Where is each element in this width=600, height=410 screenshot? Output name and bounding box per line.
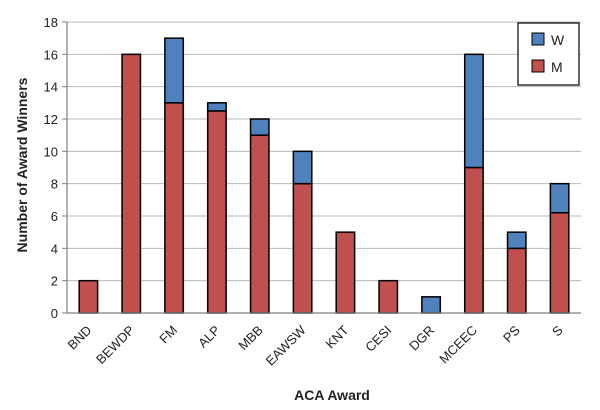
- legend-box: [517, 22, 580, 86]
- y-tick-label: 10: [44, 144, 58, 159]
- bar-m-cesi: [378, 279, 399, 314]
- y-tick-label: 18: [44, 15, 58, 30]
- legend-swatch-m: [531, 59, 545, 73]
- bar-m-eawsw: [292, 182, 313, 314]
- bar-m-ps: [506, 247, 527, 314]
- x-tick-label-eawsw: EAWSW: [263, 322, 310, 369]
- y-tick-labels: 0 2 4 6 8 10 12 14 16 18: [44, 15, 67, 321]
- x-tick-label-fm: FM: [156, 323, 180, 347]
- y-tick-label: 14: [44, 80, 58, 95]
- x-tick-label-mbb: MBB: [235, 323, 266, 354]
- legend-label-m: M: [551, 59, 563, 75]
- y-tick-label: 16: [44, 47, 58, 62]
- bar-m-bnd: [78, 279, 99, 314]
- y-tick-label: 4: [51, 241, 58, 256]
- x-tick-label-ps: PS: [500, 322, 523, 345]
- bar-m-mceec: [463, 166, 484, 314]
- legend: W M: [517, 22, 580, 86]
- legend-label-w: W: [551, 32, 565, 48]
- y-tick-label: 8: [51, 177, 58, 192]
- y-tick-label: 12: [44, 112, 58, 127]
- x-tick-label-alp: ALP: [195, 323, 223, 351]
- y-axis-title: Number of Award Winners: [14, 77, 30, 252]
- bar-m-knt: [335, 231, 356, 314]
- bar-w-eawsw: [292, 150, 313, 185]
- x-axis-title: ACA Award: [294, 387, 370, 403]
- x-tick-label-s: S: [549, 322, 566, 339]
- bar-m-bewdp: [121, 53, 142, 314]
- bar-m-mbb: [249, 134, 270, 314]
- x-tick-label-dgr: DGR: [406, 323, 437, 354]
- bar-w-dgr: [421, 296, 442, 314]
- axes: [66, 22, 581, 314]
- bar-m-alp: [206, 110, 227, 314]
- y-tick-label: 2: [51, 274, 58, 289]
- bar-w-fm: [164, 37, 185, 104]
- y-tick-label: 0: [51, 306, 58, 321]
- bar-m-fm: [164, 102, 185, 314]
- x-tick-label-mceec: MCEEC: [436, 323, 480, 367]
- bars: [78, 37, 570, 314]
- bar-m-s: [549, 212, 570, 314]
- x-tick-label-cesi: CESI: [362, 323, 394, 355]
- y-tick-label: 6: [51, 209, 58, 224]
- bar-w-s: [549, 182, 570, 214]
- bar-w-mceec: [463, 53, 484, 169]
- bar-w-mbb: [249, 118, 270, 136]
- bar-w-ps: [506, 231, 527, 250]
- gridlines: [67, 21, 581, 314]
- x-tick-label-knt: KNT: [323, 322, 352, 351]
- x-tick-label-bnd: BND: [65, 323, 95, 353]
- legend-swatch-w: [531, 32, 545, 46]
- bar-w-alp: [206, 102, 227, 112]
- x-tick-label-bewdp: BEWDP: [93, 323, 137, 367]
